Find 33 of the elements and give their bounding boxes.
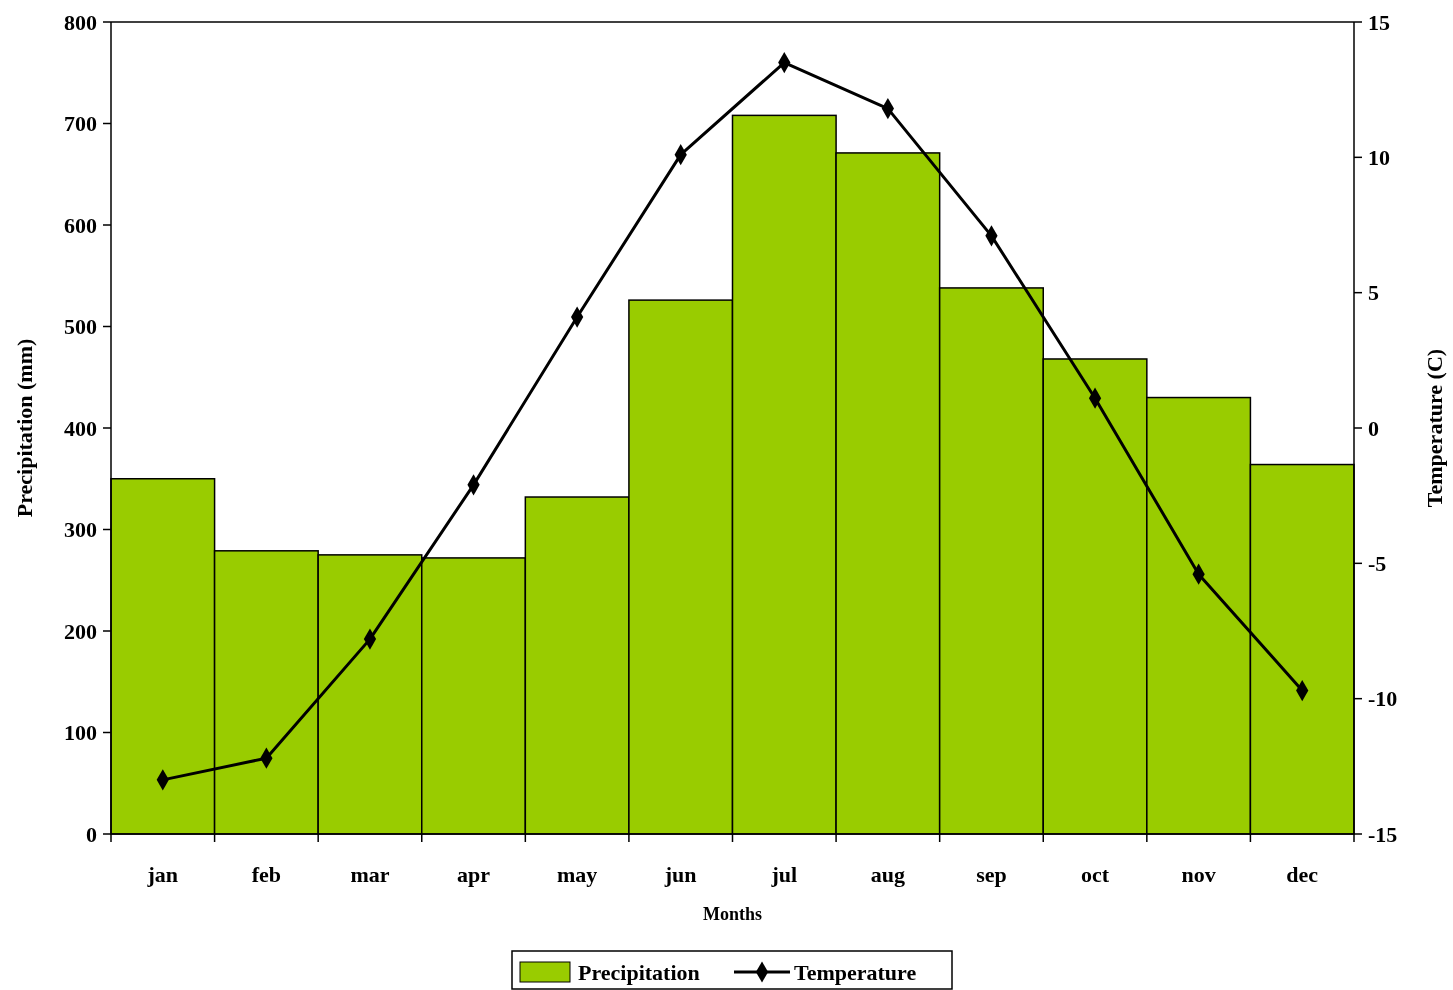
x-tick-label: jun bbox=[663, 862, 697, 887]
y-axis-title: Precipitation (mm) bbox=[12, 338, 37, 518]
x-tick-label: aug bbox=[870, 862, 905, 887]
x-tick-label: jan bbox=[146, 862, 179, 887]
y2-axis-title: Temperature (C) bbox=[1422, 348, 1447, 508]
y-tick-label: 400 bbox=[64, 415, 97, 441]
y-tick-label: 200 bbox=[64, 618, 97, 644]
y-tick-label: 800 bbox=[64, 9, 97, 35]
y2-tick-label: 10 bbox=[1368, 145, 1390, 171]
y-tick-label: 500 bbox=[64, 314, 97, 340]
x-axis-title: Months bbox=[702, 904, 763, 924]
y2-tick-label: -5 bbox=[1368, 551, 1387, 577]
x-tick-label: may bbox=[556, 862, 598, 887]
x-tick-label: sep bbox=[976, 862, 1007, 887]
y-tick-label: 700 bbox=[64, 111, 97, 137]
x-tick-label: mar bbox=[350, 862, 390, 887]
y-tick-label: 300 bbox=[64, 517, 97, 543]
legend-label: Precipitation bbox=[578, 959, 700, 985]
y-tick-label: 0 bbox=[86, 821, 97, 847]
y2-tick-label: 0 bbox=[1368, 415, 1379, 441]
x-tick-label: dec bbox=[1286, 862, 1319, 887]
x-tick-label: oct bbox=[1080, 862, 1110, 887]
x-tick-label: apr bbox=[457, 862, 491, 887]
y-tick-label: 600 bbox=[64, 212, 97, 238]
y2-tick-label: -15 bbox=[1368, 821, 1398, 847]
legend-label: Temperature bbox=[794, 959, 917, 985]
x-tick-label: jul bbox=[770, 862, 798, 887]
y2-tick-label: 5 bbox=[1368, 280, 1379, 306]
y2-tick-label: -10 bbox=[1368, 686, 1398, 712]
x-tick-label: feb bbox=[251, 862, 282, 887]
x-tick-label: nov bbox=[1181, 862, 1216, 887]
y-tick-label: 100 bbox=[64, 720, 97, 746]
y2-tick-label: 15 bbox=[1368, 9, 1390, 35]
